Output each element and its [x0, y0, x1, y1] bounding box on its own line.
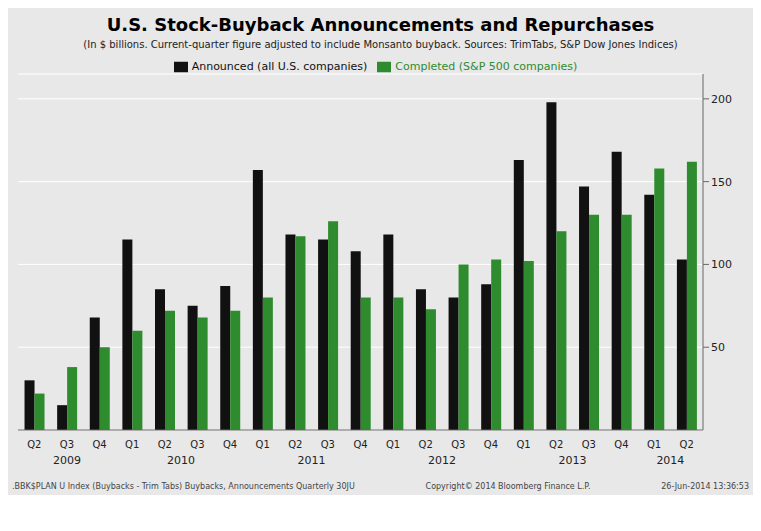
svg-text:Q1: Q1 [256, 439, 270, 450]
svg-text:Q1: Q1 [516, 439, 530, 450]
svg-text:Q3: Q3 [321, 439, 335, 450]
svg-text:Q1: Q1 [386, 439, 400, 450]
svg-text:2012: 2012 [428, 454, 456, 467]
svg-text:2011: 2011 [298, 454, 326, 467]
html-text:.BBK$PLAN U Index (Buybacks -: .BBK$PLAN U Index (Buybacks - Trim Tabs)… [12, 482, 355, 491]
html-text:Announced (all U.S. companies): Announced (all U.S. companies) [191, 60, 368, 73]
html-text:26-Jun-2014 13:36:53: 26-Jun-2014 13:36:53 [661, 482, 749, 491]
html-text:(In $ billions. Current-quarte: (In $ billions. Current-quarter figure a… [83, 39, 678, 50]
svg-text:Q2: Q2 [27, 439, 41, 450]
svg-text:Q3: Q3 [190, 439, 204, 450]
html-text:Copyright© 2014 Bloomberg Fina: Copyright© 2014 Bloomberg Finance L.P. [425, 482, 591, 491]
svg-text:Q2: Q2 [549, 439, 563, 450]
svg-text:50: 50 [711, 341, 725, 354]
svg-text:2010: 2010 [167, 454, 195, 467]
html-text:Completed (S&P 500 companies): Completed (S&P 500 companies) [395, 60, 578, 73]
svg-text:2009: 2009 [53, 454, 81, 467]
svg-text:Q2: Q2 [288, 439, 302, 450]
svg-text:100: 100 [711, 258, 732, 271]
svg-text:Q4: Q4 [614, 439, 628, 450]
svg-text:Q2: Q2 [680, 439, 694, 450]
svg-text:Q2: Q2 [158, 439, 172, 450]
svg-text:2014: 2014 [656, 454, 684, 467]
svg-text:150: 150 [711, 176, 732, 189]
svg-text:Q4: Q4 [353, 439, 367, 450]
svg-text:Q4: Q4 [484, 439, 498, 450]
svg-text:Q4: Q4 [223, 439, 237, 450]
html-text:U.S. Stock-Buyback Announcemen: U.S. Stock-Buyback Announcements and Rep… [106, 14, 655, 35]
svg-text:Q3: Q3 [451, 439, 465, 450]
svg-text:Q2: Q2 [419, 439, 433, 450]
svg-text:Q1: Q1 [125, 439, 139, 450]
svg-text:Q1: Q1 [647, 439, 661, 450]
svg-text:Q4: Q4 [92, 439, 106, 450]
svg-text:2013: 2013 [559, 454, 587, 467]
svg-text:200: 200 [711, 93, 732, 106]
svg-text:Q3: Q3 [582, 439, 596, 450]
svg-text:Q3: Q3 [60, 439, 74, 450]
